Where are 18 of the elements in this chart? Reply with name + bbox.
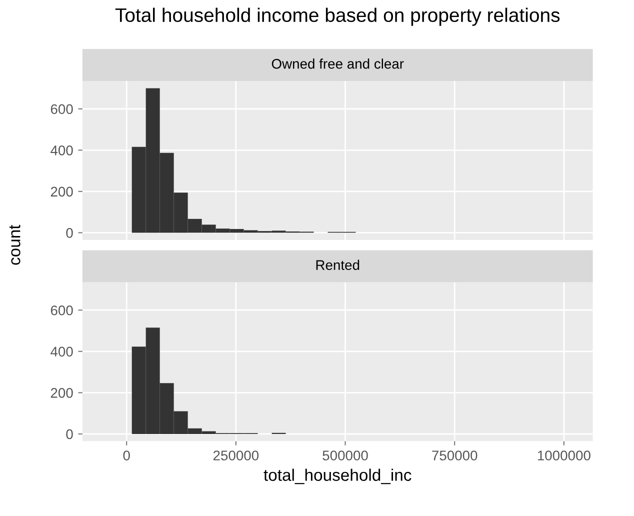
x-tick-label: 500000 bbox=[322, 450, 368, 460]
x-tick-label: 1000000 bbox=[538, 450, 590, 460]
y-tick-label: 400 bbox=[50, 346, 73, 357]
y-tick-label: 200 bbox=[50, 388, 73, 398]
y-tick-label: 0 bbox=[66, 429, 73, 440]
chart-title: Total household income based on property relations bbox=[115, 8, 560, 26]
x-tick-label: 750000 bbox=[432, 450, 478, 460]
y-tick-label: 600 bbox=[50, 305, 73, 316]
y-tick-label: 200 bbox=[50, 186, 73, 197]
chart-subtitle: Owned free and clear bbox=[272, 58, 404, 69]
chart-subtitle: Rented bbox=[316, 260, 360, 270]
x-axis-title: total_household_inc bbox=[264, 468, 412, 484]
x-tick-label: 250000 bbox=[213, 450, 259, 460]
x-tick-label: 0 bbox=[123, 450, 130, 460]
y-tick-label: 600 bbox=[50, 104, 73, 114]
y-tick-label: 0 bbox=[66, 228, 73, 238]
y-axis-title: count bbox=[9, 224, 20, 265]
y-tick-label: 400 bbox=[50, 145, 73, 156]
